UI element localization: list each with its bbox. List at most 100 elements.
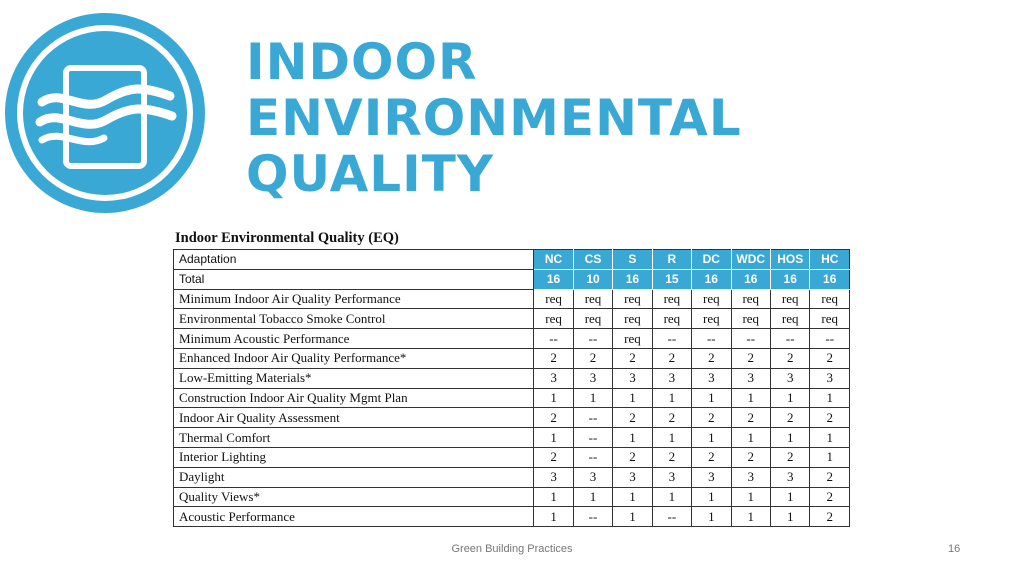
table-row: Acoustic Performance 1 -- 1 -- 1 1 1 2	[172, 506, 850, 528]
table-row: Indoor Air Quality Assessment 2 -- 2 2 2 2 2 2	[172, 407, 850, 429]
column-header-hos: HOS	[769, 249, 811, 270]
credit-name: Minimum Indoor Air Quality Performance	[172, 288, 535, 310]
credit-name: Daylight	[172, 466, 535, 488]
table-row: Construction Indoor Air Quality Mgmt Pla…	[172, 387, 850, 409]
credit-name: Minimum Acoustic Performance	[172, 328, 535, 349]
eq-credits-table: Adaptation NC CS S R DC WDC HOS HC Total…	[172, 249, 850, 528]
credit-value-cell: 1	[572, 486, 614, 508]
credit-value-cell: 2	[651, 347, 693, 369]
credit-value-cell: 3	[769, 466, 811, 488]
credit-value-cell: req	[769, 288, 811, 310]
total-cell: 16	[769, 268, 811, 290]
table-row: Minimum Indoor Air Quality Performance re…	[172, 288, 850, 310]
title-line-2: ENVIRONMENTAL	[246, 89, 742, 147]
credit-value-cell: 1	[769, 387, 811, 409]
credit-value-cell: 3	[769, 367, 811, 389]
table-caption: Indoor Environmental Quality (EQ)	[175, 230, 399, 246]
credit-value-cell: 3	[691, 367, 732, 389]
table-row: Enhanced Indoor Air Quality Performance*…	[172, 347, 850, 369]
credit-value-cell: --	[691, 328, 732, 349]
credit-name: Interior Lighting	[172, 446, 535, 468]
credit-name: Thermal Comfort	[172, 427, 535, 448]
credit-value-cell: 2	[533, 347, 574, 369]
credit-value-cell: --	[769, 328, 811, 349]
credit-value-cell: 3	[651, 367, 693, 389]
credit-value-cell: 1	[691, 427, 732, 448]
credit-value-cell: 3	[612, 466, 653, 488]
credit-value-cell: --	[809, 328, 850, 349]
credit-value-cell: 2	[769, 347, 811, 369]
credit-value-cell: 2	[691, 347, 732, 369]
credit-value-cell: --	[730, 328, 772, 349]
column-header-wdc: WDC	[730, 249, 772, 270]
page-number: 16	[948, 543, 961, 555]
credit-value-cell: 2	[651, 407, 693, 429]
title-line-3: QUALITY	[246, 145, 495, 203]
credit-value-cell: 1	[730, 427, 772, 448]
credit-value-cell: 3	[533, 466, 574, 488]
credit-value-cell: 2	[809, 347, 850, 369]
credit-value-cell: 2	[612, 446, 653, 468]
column-header-nc: NC	[533, 249, 574, 270]
table-total-row: Total 16 10 16 15 16 16 16 16	[172, 268, 850, 290]
credit-value-cell: 2	[769, 446, 811, 468]
credit-value-cell: 3	[730, 466, 772, 488]
credit-value-cell: 1	[769, 427, 811, 448]
credit-value-cell: req	[691, 308, 732, 330]
total-cell: 10	[572, 268, 614, 290]
credit-value-cell: 1	[651, 427, 693, 448]
adaptation-label: Adaptation	[172, 249, 535, 270]
table-row: Low-Emitting Materials* 3 3 3 3 3 3 3 3	[172, 367, 850, 389]
column-header-cs: CS	[572, 249, 614, 270]
total-cell: 16	[730, 268, 772, 290]
credit-name: Indoor Air Quality Assessment	[172, 407, 535, 429]
table-header-row: Adaptation NC CS S R DC WDC HOS HC	[172, 249, 850, 270]
credit-value-cell: 1	[533, 427, 574, 448]
credit-value-cell: req	[691, 288, 732, 310]
credit-value-cell: 2	[769, 407, 811, 429]
credit-value-cell: 2	[572, 347, 614, 369]
credit-value-cell: 2	[651, 446, 693, 468]
credit-value-cell: 1	[572, 387, 614, 409]
credit-value-cell: req	[809, 308, 850, 330]
total-cell: 16	[691, 268, 732, 290]
column-header-hc: HC	[809, 249, 850, 270]
credit-value-cell: req	[533, 308, 574, 330]
table-row: Environmental Tobacco Smoke Control req re…	[172, 308, 850, 330]
credit-value-cell: 3	[730, 367, 772, 389]
credit-value-cell: --	[651, 328, 693, 349]
credit-value-cell: 1	[769, 486, 811, 508]
credit-name: Enhanced Indoor Air Quality Performance*	[172, 347, 535, 369]
credit-value-cell: 1	[730, 486, 772, 508]
air-quality-window-icon	[5, 13, 205, 213]
table-row: Thermal Comfort 1 -- 1 1 1 1 1 1	[172, 427, 850, 448]
credit-value-cell: 1	[533, 387, 574, 409]
credit-value-cell: --	[572, 427, 614, 448]
credit-value-cell: req	[572, 288, 614, 310]
title-line-1: INDOOR	[246, 33, 478, 91]
credit-value-cell: 1	[730, 506, 772, 528]
credit-value-cell: 1	[533, 506, 574, 528]
credit-value-cell: req	[533, 288, 574, 310]
credit-value-cell: req	[730, 288, 772, 310]
credit-value-cell: 2	[730, 347, 772, 369]
credit-value-cell: 2	[612, 347, 653, 369]
credit-name: Environmental Tobacco Smoke Control	[172, 308, 535, 330]
credit-value-cell: req	[612, 288, 653, 310]
credit-value-cell: 3	[809, 367, 850, 389]
footer-text: Green Building Practices	[451, 543, 573, 555]
credit-value-cell: --	[533, 328, 574, 349]
total-cell: 16	[533, 268, 574, 290]
credit-value-cell: --	[572, 407, 614, 429]
credit-value-cell: req	[651, 288, 693, 310]
column-header-s: S	[612, 249, 653, 270]
table-row: Interior Lighting 2 -- 2 2 2 2 2 1	[172, 446, 850, 468]
credit-value-cell: --	[572, 328, 614, 349]
credit-name: Construction Indoor Air Quality Mgmt Pla…	[172, 387, 535, 409]
credit-value-cell: 1	[691, 387, 732, 409]
total-cell: 15	[651, 268, 693, 290]
credit-value-cell: 1	[651, 486, 693, 508]
credit-value-cell: 2	[691, 446, 732, 468]
credit-value-cell: --	[572, 446, 614, 468]
credit-value-cell: req	[572, 308, 614, 330]
